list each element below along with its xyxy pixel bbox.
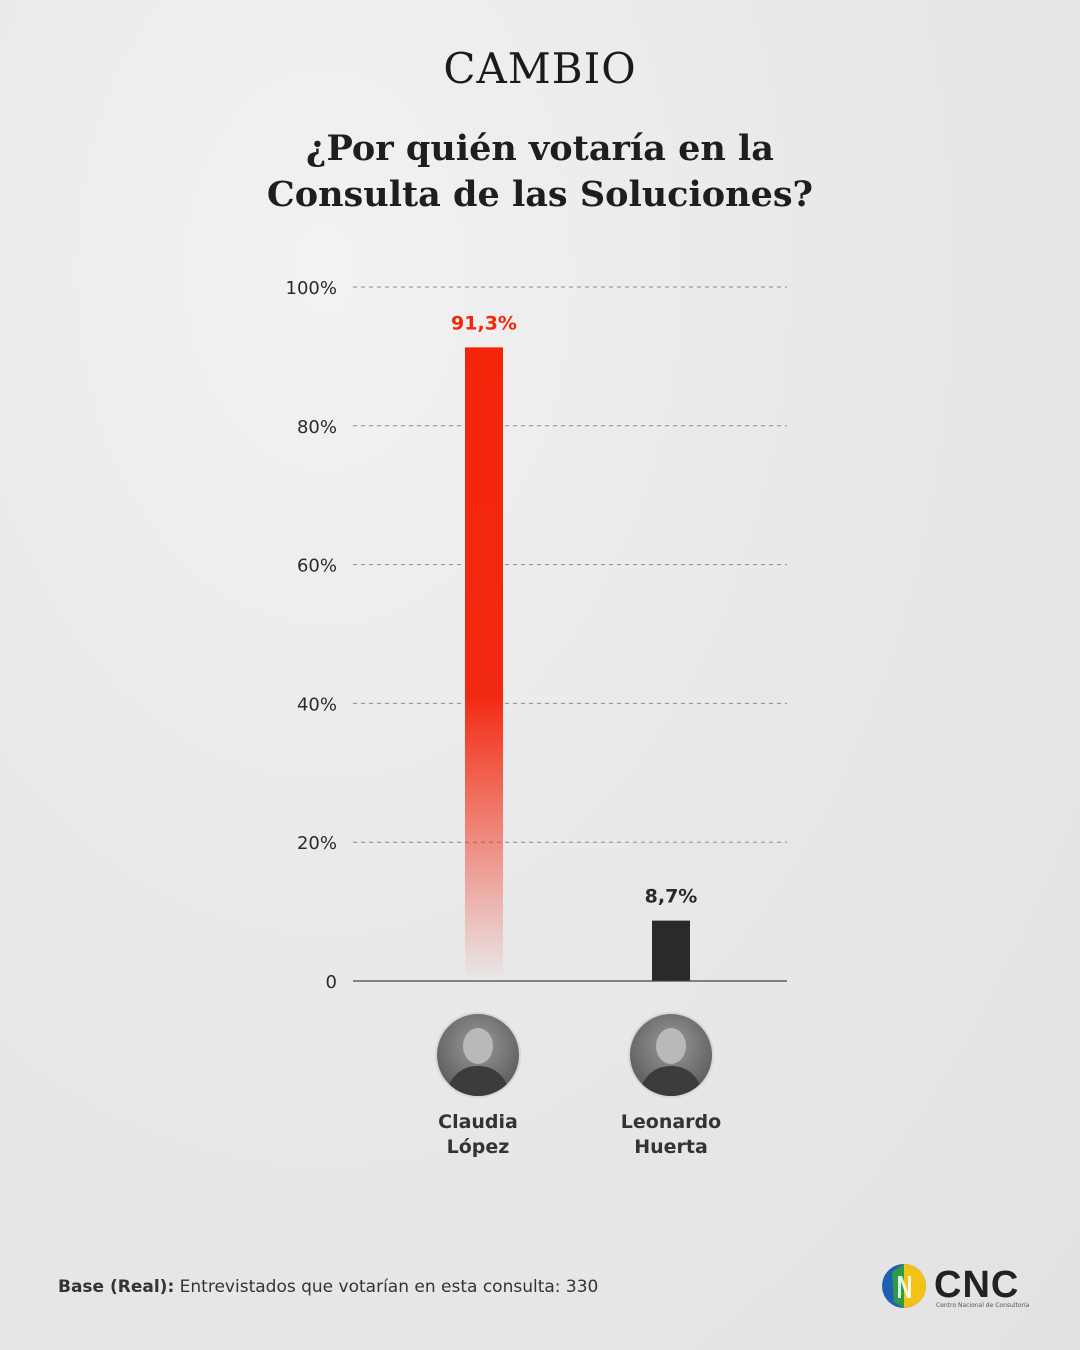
y-tick-label: 60% (297, 556, 337, 577)
avatar-leonardo-huerta (628, 1012, 714, 1098)
data-labels: 91,3% 8,7% (451, 312, 697, 907)
candidate-last-name: López (446, 1136, 510, 1158)
chart-grid (353, 286, 787, 843)
data-label: 8,7% (645, 886, 698, 908)
brand-logo: CAMBIO (443, 44, 637, 93)
cnc-logo: CNC Centro Nacional de Consultoría (880, 1262, 1050, 1312)
candidate-name: Claudia López (398, 1110, 558, 1160)
y-axis-ticks: 0 20% 40% 60% 80% 100% (286, 278, 337, 993)
chart-title-line-2: Consulta de las Soluciones? (266, 174, 814, 215)
data-label: 91,3% (451, 312, 517, 334)
y-tick-label: 100% (286, 278, 337, 299)
cnc-subtitle: Centro Nacional de Consultoría (936, 1302, 1030, 1309)
candidate-first-name: Leonardo (620, 1111, 722, 1133)
y-tick-label: 20% (297, 833, 337, 854)
bar-chart: 0 20% 40% 60% 80% 100% 91,3% 8,7% (286, 278, 787, 993)
cnc-name: CNC (934, 1264, 1020, 1306)
base-note: Base (Real): Entrevistados que votarían … (58, 1277, 598, 1297)
avatar-claudia-lopez (435, 1012, 521, 1098)
y-tick-label: 80% (297, 417, 337, 438)
y-tick-label: 0 (326, 972, 337, 993)
base-label: Base (Real): (58, 1277, 175, 1297)
candidate-name: Leonardo Huerta (591, 1110, 751, 1160)
candidate-leonardo-huerta: Leonardo Huerta (591, 1012, 751, 1160)
y-tick-label: 40% (297, 694, 337, 715)
bar-leonardo-huerta (652, 920, 690, 981)
cnc-mark-icon (882, 1264, 926, 1308)
base-text: Entrevistados que votarían en esta consu… (174, 1277, 599, 1297)
chart-title: ¿Por quién votaría en la Consulta de las… (140, 126, 940, 218)
bar-claudia-lopez (465, 347, 503, 981)
candidate-last-name: Huerta (634, 1136, 708, 1158)
candidate-claudia-lopez: Claudia López (398, 1012, 558, 1160)
candidate-first-name: Claudia (438, 1111, 518, 1133)
chart-bars (465, 347, 690, 981)
chart-title-line-1: ¿Por quién votaría en la (306, 128, 774, 169)
